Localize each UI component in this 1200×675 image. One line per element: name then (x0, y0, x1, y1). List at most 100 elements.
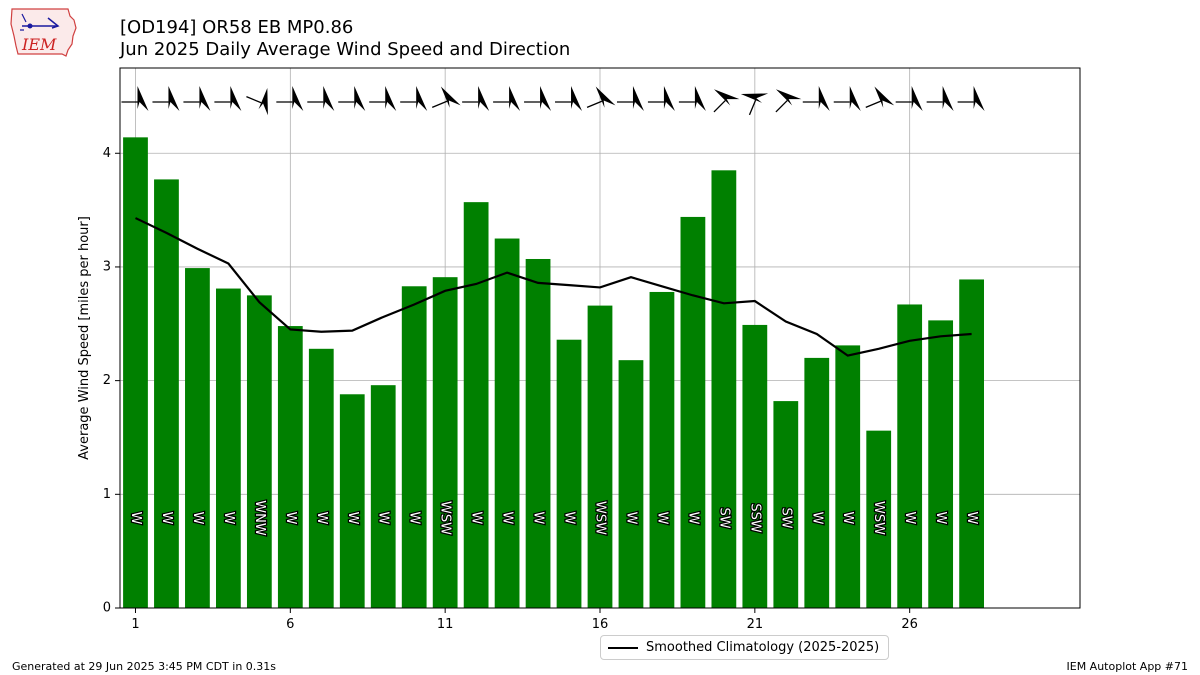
bar-day-26 (897, 304, 923, 608)
bar-day-3 (185, 268, 210, 608)
direction-label-day-11: WSW (438, 501, 453, 535)
wind-arrow-day-18 (647, 86, 675, 111)
direction-label-day-13: W (500, 512, 515, 525)
direction-label-day-14: W (531, 512, 546, 525)
y-tick-label: 4 (103, 146, 111, 161)
wind-arrow-day-10 (400, 86, 428, 111)
bar-day-14 (525, 258, 551, 608)
bar-day-13 (494, 238, 520, 609)
y-tick-label: 3 (103, 259, 111, 274)
wind-arrow-day-19 (678, 86, 706, 111)
bar-day-4 (216, 288, 241, 608)
bar-day-12 (463, 202, 489, 608)
x-tick-label: 21 (747, 617, 764, 632)
chart-title: Jun 2025 Daily Average Wind Speed and Di… (120, 39, 571, 60)
bar-day-23 (804, 357, 830, 608)
wind-arrow-day-16 (586, 86, 616, 108)
direction-label-day-10: W (407, 512, 422, 525)
wind-arrow-day-15 (555, 86, 583, 111)
direction-labels: W W W W WNW W W W W W WSW W W W W WSW W W W SW SSW SW W W WSW W W W (127, 499, 981, 537)
wind-arrow-day-7 (307, 86, 335, 111)
y-tick-label: 2 (103, 373, 111, 388)
direction-label-day-28: W (964, 512, 979, 525)
direction-label-day-20: SW (716, 507, 731, 528)
bar-day-7 (308, 348, 334, 608)
bars (123, 137, 984, 609)
wind-arrow-day-4 (214, 86, 242, 111)
direction-label-day-5: WNW (252, 500, 267, 536)
direction-label-day-12: W (469, 512, 484, 525)
direction-label-day-9: W (376, 512, 391, 525)
generated-note: Generated at 29 Jun 2025 3:45 PM CDT in … (12, 660, 277, 673)
wind-arrow-day-21 (740, 93, 769, 116)
x-tick-label: 1 (131, 617, 139, 632)
wind-arrow-day-22 (775, 89, 802, 113)
direction-label-day-27: W (933, 512, 948, 525)
bar-day-28 (959, 279, 984, 608)
climatology-line (135, 217, 972, 357)
bar-day-15 (556, 339, 582, 608)
bar-day-24 (835, 345, 861, 608)
direction-label-day-25: WSW (871, 501, 886, 535)
station-title: [OD194] OR58 EB MP0.86 (120, 17, 354, 38)
wind-arrow-day-25 (865, 86, 895, 108)
direction-label-day-3: W (190, 512, 205, 525)
legend: Smoothed Climatology (2025-2025) (600, 635, 890, 660)
direction-label-day-24: W (840, 512, 855, 525)
wind-arrow-day-2 (152, 86, 180, 111)
climatology-line-layer (135, 217, 972, 357)
y-axis-label: Average Wind Speed [miles per hour] (77, 216, 92, 460)
wind-arrow-day-11 (431, 86, 461, 108)
bar-day-18 (649, 291, 675, 608)
bar-day-6 (277, 326, 303, 608)
wind-arrow-day-8 (338, 86, 366, 111)
x-tick-label: 26 (901, 617, 918, 632)
bar-day-5 (246, 295, 272, 608)
direction-label-day-18: W (654, 512, 669, 525)
bar-day-16 (587, 305, 613, 608)
wind-arrow-day-9 (369, 86, 397, 111)
wind-arrow-day-23 (802, 86, 830, 111)
wind-arrow-day-24 (833, 86, 861, 111)
wind-arrow-day-20 (713, 89, 740, 113)
y-tick-label: 0 (103, 601, 111, 616)
bar-day-2 (154, 179, 179, 608)
wind-arrow-day-14 (524, 86, 552, 111)
logo-text: IEM (21, 35, 57, 54)
bar-day-20 (711, 170, 737, 608)
wind-arrow-day-12 (462, 86, 490, 111)
y-tick-label: 1 (103, 487, 111, 502)
wind-arrow-day-5 (246, 87, 268, 116)
x-tick-label: 11 (437, 617, 454, 632)
direction-label-day-16: WSW (593, 501, 608, 535)
direction-label-day-21: SSW (747, 503, 762, 533)
direction-label-day-22: SW (778, 507, 793, 528)
direction-label-day-7: W (314, 512, 329, 525)
direction-label-day-2: W (159, 512, 174, 525)
direction-label-day-1: W (128, 512, 143, 525)
wind-arrow-day-3 (183, 86, 211, 111)
direction-label-day-26: W (902, 512, 917, 525)
bar-day-9 (370, 385, 396, 608)
bar-day-8 (339, 394, 365, 608)
direction-label-day-15: W (562, 512, 577, 525)
app-credit: IEM Autoplot App #71 (1066, 660, 1189, 673)
direction-label-day-4: W (221, 512, 236, 525)
bar-day-27 (928, 320, 954, 608)
bar-day-19 (680, 216, 706, 608)
legend-line-swatch (608, 646, 638, 649)
x-tick-label: 6 (286, 617, 294, 632)
bar-day-1 (123, 137, 148, 609)
direction-label-day-6: W (283, 512, 298, 525)
bar-day-17 (618, 360, 644, 608)
wind-arrow-day-1 (121, 86, 149, 111)
bar-day-22 (773, 401, 799, 608)
direction-label-day-23: W (809, 512, 824, 525)
bar-day-11 (432, 277, 458, 608)
wind-arrow-day-28 (957, 86, 985, 111)
wind-arrow-day-6 (276, 86, 304, 111)
direction-label-day-19: W (685, 512, 700, 525)
iem-logo: IEM (8, 6, 80, 60)
